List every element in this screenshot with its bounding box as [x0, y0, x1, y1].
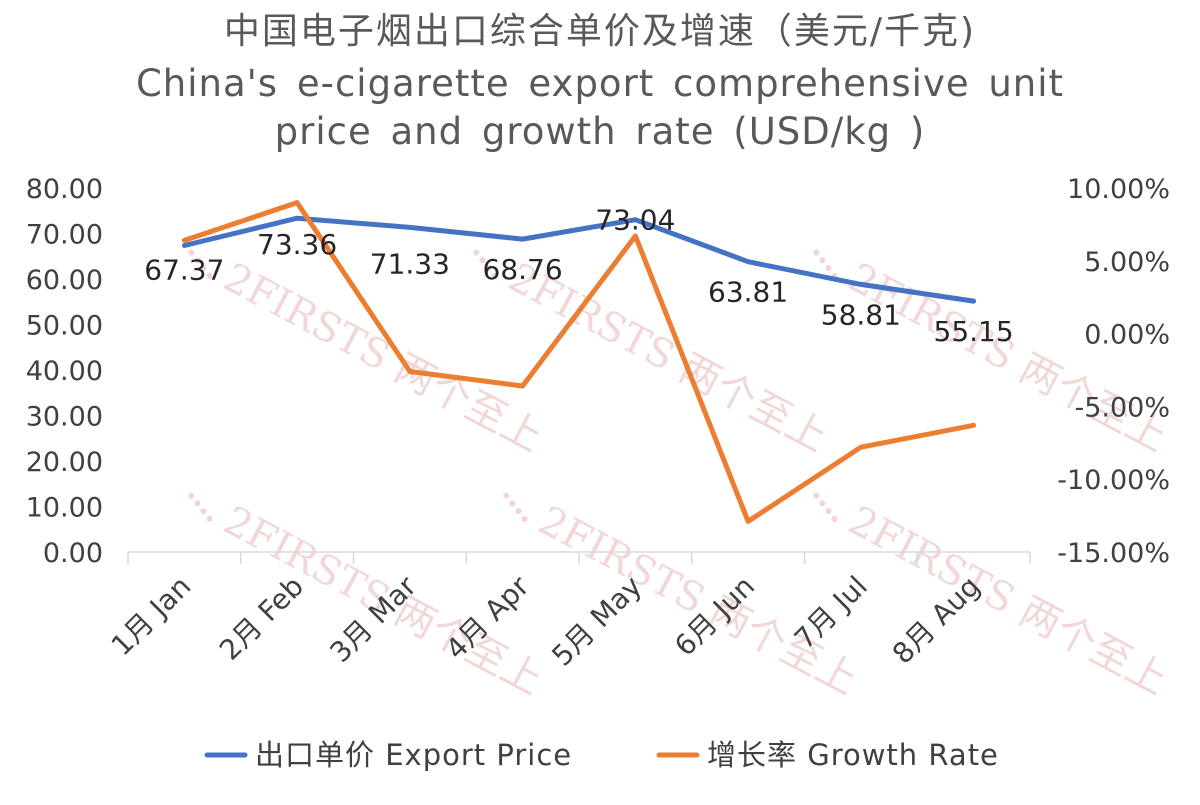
series-point	[633, 218, 637, 222]
data-label: 55.15	[934, 315, 1014, 348]
left-axis-tick-label: 40.00	[26, 356, 103, 387]
left-axis-tick-label: 20.00	[26, 447, 103, 478]
left-axis-tick-label: 60.00	[26, 265, 103, 296]
series-point	[295, 216, 299, 220]
watermark-dot	[473, 249, 480, 256]
chart-title: 中国电子烟出口综合单价及增速（美元/千克)	[223, 11, 977, 52]
series-point	[633, 234, 637, 238]
watermark-dot	[200, 265, 207, 272]
watermark-dot	[206, 272, 213, 279]
series-point	[859, 282, 863, 286]
left-axis-tick-label: 50.00	[26, 311, 103, 342]
watermark-dot	[485, 265, 492, 272]
watermark-dot	[194, 257, 201, 264]
data-label: 71.33	[370, 247, 450, 280]
watermark-dot	[825, 265, 832, 272]
watermark-dot	[825, 508, 832, 515]
series-point	[408, 369, 412, 373]
left-axis-tick-label: 10.00	[26, 493, 103, 524]
watermark-dot	[194, 500, 201, 507]
watermark-dot	[515, 508, 522, 515]
watermark-dot	[479, 257, 486, 264]
category-label: 7月 Jul	[788, 570, 874, 656]
series-point	[182, 238, 186, 242]
watermark-dot	[813, 249, 820, 256]
left-axis-tick-label: 30.00	[26, 402, 103, 433]
left-axis-tick-label: 70.00	[26, 220, 103, 251]
legend: 出口单价 Export Price 增长率 Growth Rate	[204, 738, 999, 772]
right-axis-tick-label: -15.00%	[1057, 538, 1170, 569]
right-axis-tick-label: -10.00%	[1057, 465, 1170, 496]
series-line	[181, 200, 977, 524]
watermark-dot	[819, 257, 826, 264]
watermark-dot	[491, 272, 498, 279]
category-label: 2月 Feb	[213, 570, 310, 667]
data-label: 73.04	[595, 204, 675, 237]
left-axis-tick-label: 80.00	[26, 174, 103, 205]
chart-subtitle-line-2: price and growth rate (USD/kg )	[274, 110, 926, 153]
series-layer	[181, 200, 977, 524]
right-axis-tick-label: 0.00%	[1084, 320, 1170, 351]
chart-subtitle-line-1: China's e-cigarette export comprehensive…	[135, 62, 1065, 105]
watermark-text: 2FIRSTS 两个至上	[841, 255, 1175, 461]
category-label: 1月 Jan	[105, 570, 198, 663]
series-point	[521, 384, 525, 388]
legend-entry: 增长率 Growth Rate	[707, 738, 999, 772]
series-line	[181, 215, 977, 304]
left-axis-tick-label: 0.00	[43, 538, 103, 569]
series-point	[746, 260, 750, 264]
data-label: 73.36	[257, 228, 337, 261]
watermark-dot	[831, 515, 838, 522]
series-point	[972, 299, 976, 303]
watermark-dot	[813, 492, 820, 499]
series-point	[295, 201, 299, 205]
watermark-dot	[206, 515, 213, 522]
series-point	[182, 243, 186, 247]
watermark-dot	[509, 500, 516, 507]
watermark-dot	[521, 515, 528, 522]
category-label: 5月 May	[545, 570, 648, 673]
watermark-dot	[503, 492, 510, 499]
data-label: 63.81	[708, 276, 788, 309]
watermark-text: 2FIRSTS 两个至上	[531, 498, 865, 704]
watermark-dot	[200, 508, 207, 515]
right-axis-tick-label: 10.00%	[1067, 174, 1170, 205]
watermark-dot	[188, 492, 195, 499]
series-point	[859, 445, 863, 449]
series-point	[746, 519, 750, 523]
legend-entry: 出口单价 Export Price	[255, 738, 572, 772]
right-axis-tick-label: -5.00%	[1074, 392, 1170, 423]
data-labels-layer: 67.37 73.36 71.33 68.76 73.04 63.81 58.81 55.15	[144, 204, 1013, 348]
watermark-dot	[188, 249, 195, 256]
watermark-mark: 2FIRSTS 两个至上	[503, 492, 865, 704]
series-point	[972, 423, 976, 427]
watermark-text: 2FIRSTS 两个至上	[841, 498, 1175, 704]
right-axis-tick-label: 5.00%	[1084, 247, 1170, 278]
data-label: 58.81	[821, 298, 901, 331]
data-label: 68.76	[483, 253, 563, 286]
watermark-dot	[819, 500, 826, 507]
data-label: 67.37	[144, 253, 224, 286]
series-point	[408, 225, 412, 229]
series-point	[521, 237, 525, 241]
